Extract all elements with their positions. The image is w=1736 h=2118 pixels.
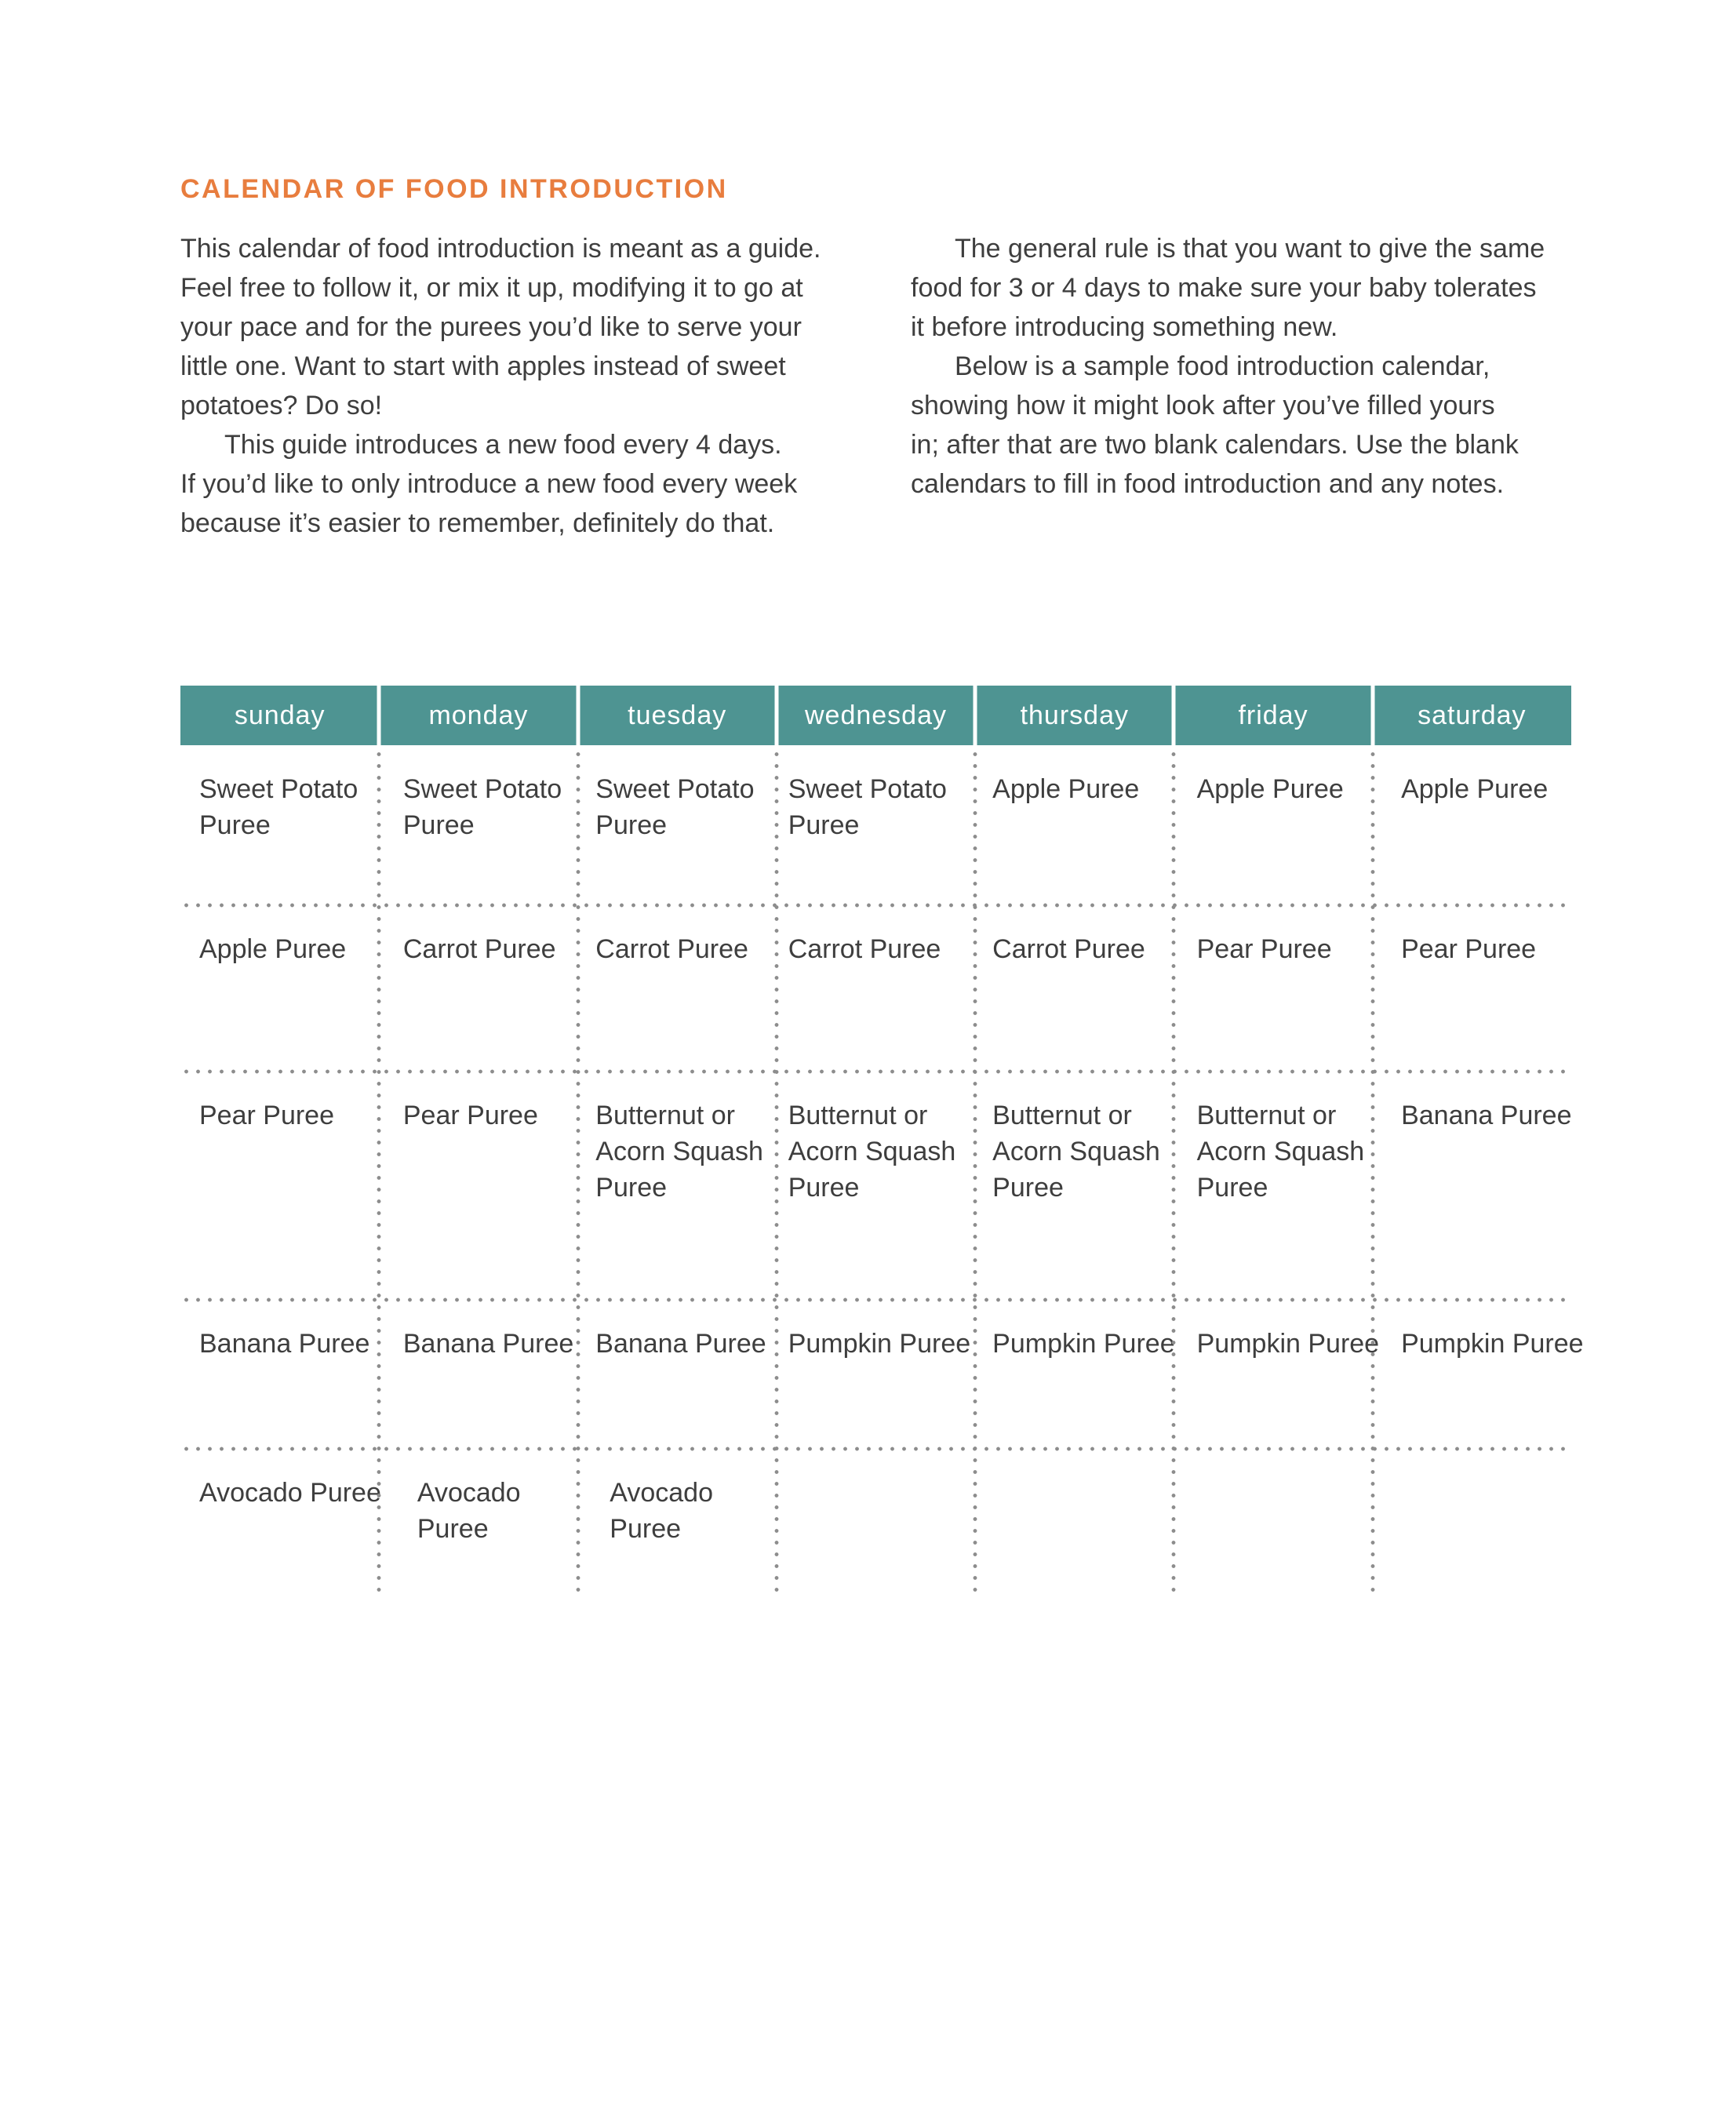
- intro-left-column: This calendar of food introduction is me…: [180, 229, 914, 543]
- page-title: CALENDAR OF FOOD INTRODUCTION: [180, 174, 728, 204]
- header-separator: [377, 686, 381, 745]
- day-header-saturday: saturday: [1418, 700, 1527, 730]
- calendar-cell: Butternut or Acorn Squash Puree: [992, 1101, 1160, 1203]
- calendar-cell: Carrot Puree: [992, 934, 1145, 964]
- header-separator: [576, 686, 580, 745]
- calendar-cell: Carrot Puree: [595, 934, 748, 964]
- calendar-header-row: sunday monday tuesday wednesday thursday frid…: [180, 686, 1571, 745]
- day-header-monday: monday: [428, 700, 529, 730]
- day-header-friday: friday: [1238, 700, 1308, 730]
- calendar-cell: Apple Puree: [1401, 774, 1549, 804]
- calendar-cell: Apple Puree: [992, 774, 1140, 804]
- column-dotted-separator: [774, 748, 779, 1596]
- header-separator: [774, 686, 779, 745]
- calendar-cell: Apple Puree: [1196, 774, 1344, 804]
- calendar-cell: Pumpkin Puree: [1401, 1329, 1584, 1359]
- day-header-sunday: sunday: [234, 700, 326, 730]
- row-dotted-separator: [180, 903, 1571, 908]
- intro-paragraph-3: The general rule is that you want to giv…: [911, 234, 1545, 342]
- calendar-cell: Pear Puree: [402, 1101, 538, 1130]
- calendar-cell: Apple Puree: [199, 934, 347, 964]
- calendar-cell: Pumpkin Puree: [1196, 1329, 1380, 1359]
- day-header-tuesday: tuesday: [628, 700, 727, 730]
- calendar-cell: Pumpkin Puree: [992, 1329, 1175, 1359]
- column-dotted-separator: [1171, 748, 1176, 1596]
- calendar-cell: Pear Puree: [1401, 934, 1537, 964]
- calendar-cell: Pear Puree: [199, 1101, 334, 1130]
- calendar-cell: Avocado Puree: [199, 1478, 381, 1508]
- header-separator: [1171, 686, 1176, 745]
- intro-paragraph-2: This guide introduces a new food every 4…: [180, 430, 798, 538]
- intro-paragraph-1: This calendar of food introduction is me…: [180, 234, 821, 420]
- row-dotted-separator: [180, 1069, 1571, 1074]
- food-introduction-calendar: sunday monday tuesday wednesday thursday frid…: [180, 686, 1584, 1596]
- column-dotted-separator: [377, 748, 381, 1596]
- intro-paragraph-4: Below is a sample food introduction cale…: [911, 351, 1519, 499]
- calendar-cell: Sweet Potato Puree: [788, 774, 947, 840]
- calendar-cell: Butternut or Acorn Squash Puree: [1196, 1101, 1365, 1203]
- calendar-cell: Sweet Potato Puree: [595, 774, 755, 840]
- calendar-cell: [1178, 1449, 1382, 1596]
- calendar-cell: Avocado Puree: [417, 1478, 521, 1544]
- column-dotted-separator: [1370, 748, 1375, 1596]
- calendar-cell: Butternut or Acorn Squash Puree: [595, 1101, 763, 1203]
- calendar-cell: Pear Puree: [1196, 934, 1332, 964]
- calendar-cell: Carrot Puree: [402, 934, 556, 964]
- calendar-cell: Sweet Potato Puree: [199, 774, 358, 840]
- calendar-cell: Banana Puree: [402, 1329, 574, 1359]
- calendar-cell: Pumpkin Puree: [788, 1329, 971, 1359]
- calendar-cell: Avocado Puree: [610, 1478, 713, 1544]
- calendar-cell: [770, 1449, 974, 1596]
- calendar-cell: Banana Puree: [595, 1329, 766, 1359]
- day-header-thursday: thursday: [1020, 700, 1129, 730]
- column-dotted-separator: [576, 748, 580, 1596]
- calendar-cell: [974, 1449, 1177, 1596]
- row-dotted-separator: [180, 1447, 1571, 1451]
- calendar-body: Sweet Potato Puree Sweet Potato Puree Swee…: [180, 745, 1584, 1596]
- header-separator: [1370, 686, 1375, 745]
- calendar-cell: Carrot Puree: [788, 934, 941, 964]
- header-separator: [973, 686, 977, 745]
- calendar-cell: Sweet Potato Puree: [402, 774, 562, 840]
- calendar-cell: Banana Puree: [1401, 1101, 1572, 1130]
- day-header-wednesday: wednesday: [804, 700, 947, 730]
- column-dotted-separator: [973, 748, 977, 1596]
- calendar-cell: [1382, 1449, 1586, 1596]
- calendar-cell: Butternut or Acorn Squash Puree: [788, 1101, 956, 1203]
- intro-right-column: The general rule is that you want to giv…: [911, 229, 1605, 504]
- row-dotted-separator: [180, 1297, 1571, 1302]
- calendar-cell: Banana Puree: [199, 1329, 370, 1359]
